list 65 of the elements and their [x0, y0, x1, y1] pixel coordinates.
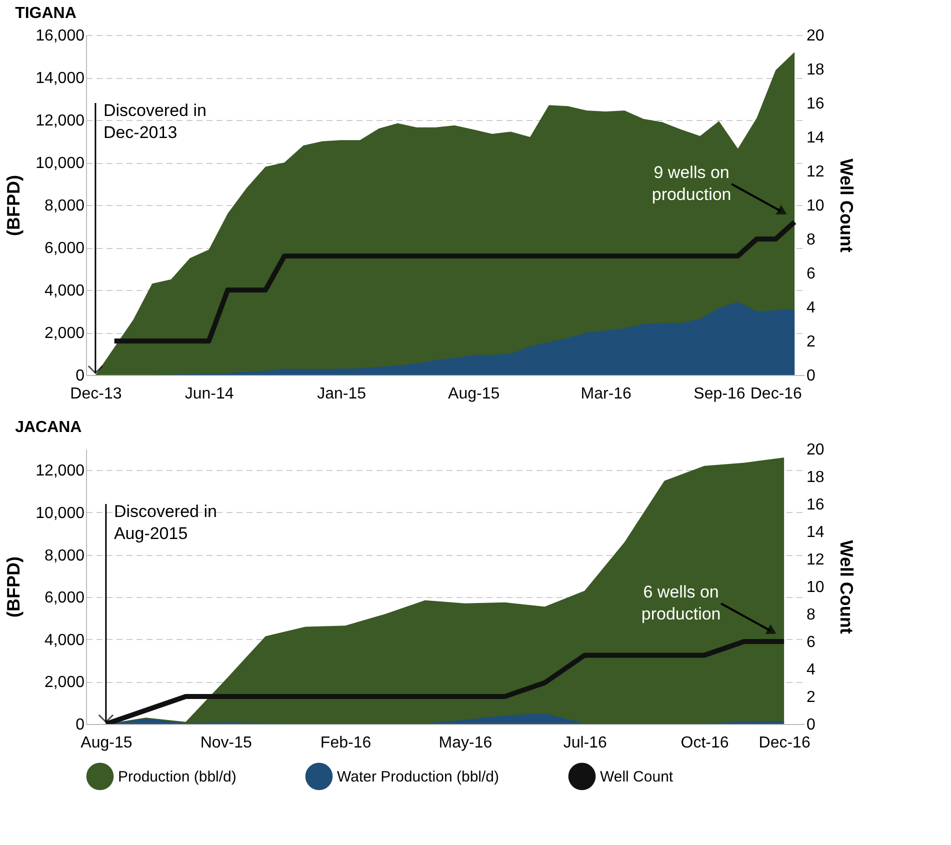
y2-tick-label: 8 [806, 606, 816, 624]
y2-tick-label: 16 [806, 496, 824, 514]
y2-tick-label: 18 [806, 62, 824, 78]
x-tick-label: Aug-15 [448, 386, 500, 402]
y2-tick-label: 18 [806, 469, 824, 486]
y2-tick-label: 6 [806, 266, 816, 282]
chart-title: JACANA [15, 419, 82, 436]
y-tick-label: 8,000 [44, 547, 85, 564]
x-tick-label: Jul-16 [563, 734, 607, 752]
x-tick-label: Dec-16 [758, 734, 810, 752]
x-tick-label: Jan-15 [317, 386, 366, 402]
y2-tick-label: 4 [806, 300, 816, 316]
y-tick-label: 10,000 [36, 155, 85, 172]
y2-tick-label: 10 [806, 198, 824, 214]
y-tick-label: 4,000 [44, 282, 85, 300]
y2-tick-label: 16 [806, 96, 824, 112]
annotation: Discovered in Aug-2015 [114, 502, 217, 543]
x-tick-label: Aug-15 [80, 734, 132, 752]
y2-tick-label: 14 [806, 524, 824, 541]
y-tick-label: 12,000 [36, 112, 85, 130]
y-axis-title: (BFPD) [4, 556, 24, 618]
y-tick-label: 0 [76, 368, 85, 384]
y-axis-title: (BFPD) [4, 175, 24, 236]
annotation: Discovered in Dec-2013 [103, 101, 206, 142]
y-tick-label: 6,000 [44, 240, 85, 257]
y-tick-label: 16,000 [36, 28, 85, 44]
y-tick-label: 6,000 [44, 590, 85, 607]
legend-label: Water Production (bbl/d) [337, 768, 500, 786]
y2-tick-label: 0 [806, 716, 816, 734]
y2-tick-label: 10 [806, 579, 824, 596]
y2-axis-title: Well Count [836, 540, 856, 634]
y2-tick-label: 6 [806, 634, 816, 651]
y2-tick-label: 20 [806, 28, 824, 44]
y-tick-label: 0 [76, 716, 85, 734]
y-tick-label: 14,000 [36, 70, 85, 87]
legend-label: Well Count [600, 768, 674, 786]
x-tick-label: Oct-16 [680, 734, 729, 752]
y-tick-label: 12,000 [36, 462, 85, 480]
y2-axis-title: Well Count [836, 158, 856, 252]
legend-label: Production (bbl/d) [118, 768, 236, 786]
y-tick-label: 4,000 [44, 632, 85, 649]
annotation: 9 wells on production [652, 163, 732, 204]
y2-tick-label: 14 [806, 130, 824, 146]
y2-tick-label: 12 [806, 164, 824, 180]
x-tick-label: Nov-15 [200, 734, 252, 752]
chart-title: TIGANA [15, 5, 77, 22]
x-tick-label: Jun-14 [184, 386, 234, 402]
y2-tick-label: 12 [806, 552, 824, 568]
y2-tick-label: 20 [806, 442, 824, 458]
x-tick-label: Feb-16 [320, 734, 372, 752]
y2-tick-label: 2 [806, 689, 816, 706]
y-tick-label: 2,000 [44, 325, 85, 342]
x-tick-label: May-16 [438, 734, 492, 752]
y-tick-label: 8,000 [44, 198, 85, 214]
x-tick-label: Sep-16 [694, 386, 746, 402]
y2-tick-label: 8 [806, 232, 816, 248]
y-tick-label: 2,000 [44, 674, 85, 692]
x-tick-label: Dec-13 [70, 386, 122, 402]
x-tick-label: Mar-16 [580, 386, 632, 402]
x-tick-label: Dec-16 [750, 386, 802, 402]
annotation: 6 wells on production [641, 582, 721, 624]
y2-tick-label: 2 [806, 334, 816, 350]
y2-tick-label: 0 [806, 368, 816, 384]
y2-tick-label: 4 [806, 662, 816, 678]
y-tick-label: 10,000 [36, 504, 85, 522]
